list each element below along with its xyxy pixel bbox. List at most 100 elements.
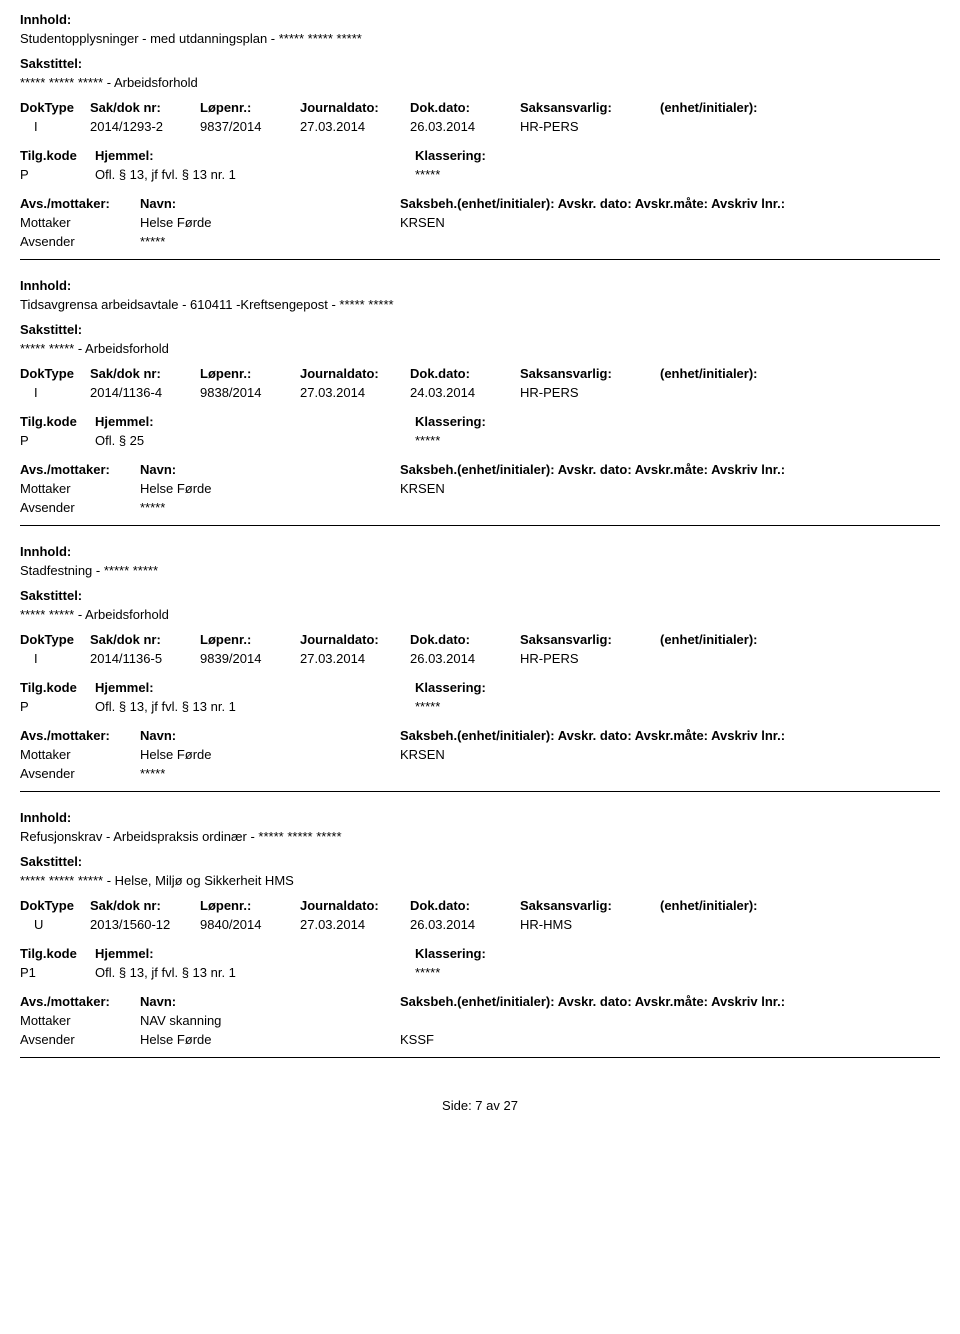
saksbeh-header: Saksbeh.(enhet/initialer): Avskr. dato: … <box>400 196 940 211</box>
tilgkode-value: P <box>20 167 95 182</box>
avsender-role: Avsender <box>20 234 140 249</box>
saksansvarlig-header: Saksansvarlig: <box>520 100 660 115</box>
doktype-header: DokType <box>20 366 90 381</box>
klassering-header: Klassering: <box>415 680 555 695</box>
mottaker-saksbeh <box>400 1013 520 1028</box>
sakstittel-label: Sakstittel: <box>20 854 940 869</box>
klassering-value: ***** <box>415 965 555 980</box>
klassering-header: Klassering: <box>415 414 555 429</box>
tilgkode-header: Tilg.kode <box>20 414 95 429</box>
sakdok-value: 2014/1293-2 <box>90 119 200 134</box>
avsender-navn: Helse Førde <box>140 1032 400 1047</box>
saksansvarlig-value: HR-PERS <box>520 651 660 666</box>
mottaker-navn: NAV skanning <box>140 1013 400 1028</box>
klassering-header: Klassering: <box>415 148 555 163</box>
record-divider <box>20 259 940 260</box>
innhold-value: Tidsavgrensa arbeidsavtale - 610411 -Kre… <box>20 297 940 312</box>
record-divider <box>20 525 940 526</box>
party-header-row: Avs./mottaker: Navn: Saksbeh.(enhet/init… <box>20 728 940 743</box>
mottaker-saksbeh: KRSEN <box>400 747 520 762</box>
tilg-header-row: Tilg.kode Hjemmel: Klassering: <box>20 148 940 163</box>
dokdato-header: Dok.dato: <box>410 898 520 913</box>
sakdok-header: Sak/dok nr: <box>90 100 200 115</box>
klassering-value: ***** <box>415 433 555 448</box>
journal-record: Innhold: Tidsavgrensa arbeidsavtale - 61… <box>20 278 940 526</box>
klassering-value: ***** <box>415 167 555 182</box>
saksansvarlig-header: Saksansvarlig: <box>520 366 660 381</box>
tilgkode-value: P1 <box>20 965 95 980</box>
sakdok-value: 2014/1136-5 <box>90 651 200 666</box>
journaldato-value: 27.03.2014 <box>300 651 410 666</box>
journal-record: Innhold: Stadfestning - ***** ***** Saks… <box>20 544 940 792</box>
journal-record: Innhold: Studentopplysninger - med utdan… <box>20 12 940 260</box>
sakstittel-label: Sakstittel: <box>20 322 940 337</box>
meta-header-row: DokType Sak/dok nr: Løpenr.: Journaldato… <box>20 366 940 381</box>
sakdok-value: 2014/1136-4 <box>90 385 200 400</box>
avsender-row: Avsender ***** <box>20 234 940 249</box>
avs-mottaker-header: Avs./mottaker: <box>20 994 140 1009</box>
doktype-header: DokType <box>20 100 90 115</box>
avsender-row: Avsender ***** <box>20 766 940 781</box>
saksansvarlig-value: HR-PERS <box>520 385 660 400</box>
enhet-value <box>660 651 800 666</box>
meta-header-row: DokType Sak/dok nr: Løpenr.: Journaldato… <box>20 100 940 115</box>
avsender-navn: ***** <box>140 234 400 249</box>
journaldato-header: Journaldato: <box>300 100 410 115</box>
enhet-value <box>660 385 800 400</box>
innhold-value: Studentopplysninger - med utdanningsplan… <box>20 31 940 46</box>
avsender-row: Avsender ***** <box>20 500 940 515</box>
tilgkode-header: Tilg.kode <box>20 148 95 163</box>
lopenr-value: 9839/2014 <box>200 651 300 666</box>
journaldato-value: 27.03.2014 <box>300 385 410 400</box>
dokdato-header: Dok.dato: <box>410 366 520 381</box>
avsender-saksbeh <box>400 766 520 781</box>
avs-mottaker-header: Avs./mottaker: <box>20 462 140 477</box>
lopenr-value: 9838/2014 <box>200 385 300 400</box>
klassering-header: Klassering: <box>415 946 555 961</box>
dokdato-value: 26.03.2014 <box>410 651 520 666</box>
doktype-value: U <box>20 917 90 932</box>
doktype-header: DokType <box>20 632 90 647</box>
sakstittel-label: Sakstittel: <box>20 588 940 603</box>
mottaker-role: Mottaker <box>20 215 140 230</box>
mottaker-row: Mottaker NAV skanning <box>20 1013 940 1028</box>
meta-header-row: DokType Sak/dok nr: Løpenr.: Journaldato… <box>20 632 940 647</box>
mottaker-saksbeh: KRSEN <box>400 481 520 496</box>
navn-header: Navn: <box>140 196 400 211</box>
tilg-header-row: Tilg.kode Hjemmel: Klassering: <box>20 414 940 429</box>
navn-header: Navn: <box>140 462 400 477</box>
tilgkode-value: P <box>20 699 95 714</box>
sakdok-header: Sak/dok nr: <box>90 632 200 647</box>
saksansvarlig-header: Saksansvarlig: <box>520 632 660 647</box>
saksbeh-header: Saksbeh.(enhet/initialer): Avskr. dato: … <box>400 728 940 743</box>
enhet-header: (enhet/initialer): <box>660 366 800 381</box>
meta-value-row: U 2013/1560-12 9840/2014 27.03.2014 26.0… <box>20 917 940 932</box>
dokdato-header: Dok.dato: <box>410 100 520 115</box>
saksansvarlig-header: Saksansvarlig: <box>520 898 660 913</box>
meta-value-row: I 2014/1136-5 9839/2014 27.03.2014 26.03… <box>20 651 940 666</box>
hjemmel-value: Ofl. § 13, jf fvl. § 13 nr. 1 <box>95 965 415 980</box>
enhet-value <box>660 119 800 134</box>
avsender-saksbeh: KSSF <box>400 1032 520 1047</box>
innhold-value: Stadfestning - ***** ***** <box>20 563 940 578</box>
avsender-navn: ***** <box>140 500 400 515</box>
meta-header-row: DokType Sak/dok nr: Løpenr.: Journaldato… <box>20 898 940 913</box>
innhold-label: Innhold: <box>20 544 940 559</box>
avsender-navn: ***** <box>140 766 400 781</box>
hjemmel-value: Ofl. § 13, jf fvl. § 13 nr. 1 <box>95 699 415 714</box>
tilg-value-row: P Ofl. § 13, jf fvl. § 13 nr. 1 ***** <box>20 167 940 182</box>
dokdato-value: 26.03.2014 <box>410 917 520 932</box>
sakstittel-label: Sakstittel: <box>20 56 940 71</box>
lopenr-header: Løpenr.: <box>200 632 300 647</box>
klassering-value: ***** <box>415 699 555 714</box>
mottaker-role: Mottaker <box>20 747 140 762</box>
avsender-role: Avsender <box>20 766 140 781</box>
meta-value-row: I 2014/1293-2 9837/2014 27.03.2014 26.03… <box>20 119 940 134</box>
innhold-value: Refusjonskrav - Arbeidspraksis ordinær -… <box>20 829 940 844</box>
lopenr-header: Løpenr.: <box>200 898 300 913</box>
saksansvarlig-value: HR-PERS <box>520 119 660 134</box>
tilgkode-header: Tilg.kode <box>20 946 95 961</box>
tilg-header-row: Tilg.kode Hjemmel: Klassering: <box>20 680 940 695</box>
hjemmel-value: Ofl. § 13, jf fvl. § 13 nr. 1 <box>95 167 415 182</box>
avsender-row: Avsender Helse Førde KSSF <box>20 1032 940 1047</box>
